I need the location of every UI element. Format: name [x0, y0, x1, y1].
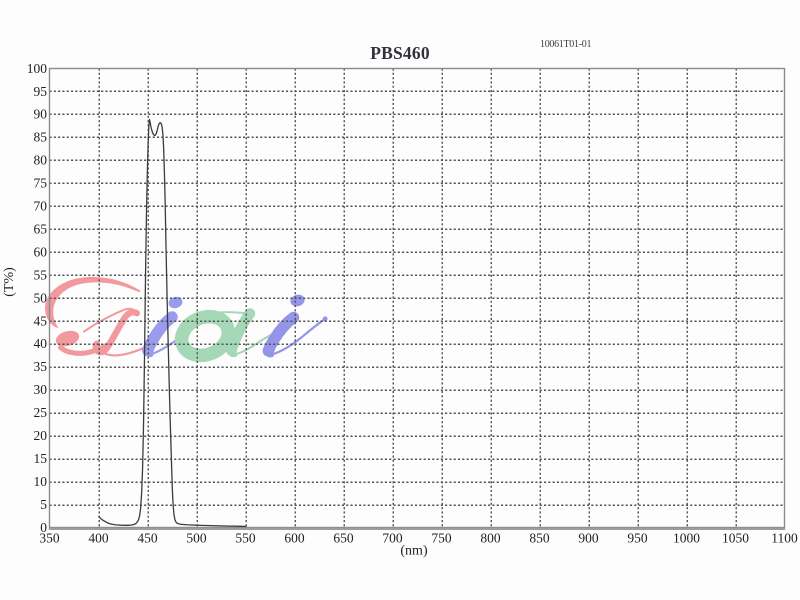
letter-stroke — [92, 309, 140, 356]
x-tick-label: 350 — [39, 531, 60, 546]
watermark-letter-2-a — [174, 308, 274, 363]
x-tick-label: 800 — [480, 531, 501, 546]
watermark-giai — [45, 276, 328, 363]
x-tick-label: 1050 — [722, 531, 749, 546]
x-tick-label: 550 — [235, 531, 256, 546]
y-tick-label: 35 — [34, 359, 48, 374]
y-tick-label: 70 — [34, 199, 48, 214]
y-axis-title: (T%) — [2, 267, 17, 297]
y-tick-label: 20 — [34, 428, 48, 443]
y-tick-label: 0 — [40, 520, 47, 535]
x-tick-label: 1100 — [771, 531, 798, 546]
x-tick-label: 700 — [382, 531, 403, 546]
y-tick-label: 75 — [34, 176, 48, 191]
y-tick-label: 100 — [27, 61, 48, 76]
x-tick-label: 600 — [284, 531, 305, 546]
watermark-letter-3-i — [262, 294, 328, 358]
letter-stroke — [262, 311, 300, 357]
x-tick-label: 400 — [88, 531, 109, 546]
i-dot — [168, 296, 183, 309]
grid-lines — [49, 68, 785, 528]
x-tick-label: 650 — [333, 531, 354, 546]
x-tick-label: 900 — [578, 531, 599, 546]
x-tick-label: 950 — [627, 531, 648, 546]
g-blob — [55, 330, 80, 347]
y-tick-label: 80 — [34, 153, 48, 168]
y-tick-label: 25 — [34, 405, 48, 420]
letter-fill — [45, 276, 141, 328]
x-tick-label: 750 — [431, 531, 452, 546]
letter-stroke — [269, 317, 327, 356]
y-tick-label: 10 — [34, 474, 48, 489]
x-tick-label: 500 — [186, 531, 207, 546]
y-tick-label: 45 — [34, 313, 48, 328]
y-tick-label: 95 — [34, 84, 48, 99]
plot-border — [48, 67, 786, 529]
x-tick-label: 450 — [137, 531, 158, 546]
y-tick-label: 40 — [34, 336, 48, 351]
swash-ball — [322, 316, 328, 322]
y-tick-label: 50 — [34, 290, 48, 305]
letter-stroke — [95, 345, 149, 357]
i-dot — [290, 294, 305, 307]
letter-stroke — [226, 308, 256, 357]
x-tick-label: 850 — [529, 531, 550, 546]
y-tick-label: 15 — [34, 451, 48, 466]
letter-stroke — [58, 340, 114, 356]
y-tick-label: 55 — [34, 267, 48, 282]
y-tick-label: 60 — [34, 244, 48, 259]
y-tick-label: 65 — [34, 221, 48, 236]
tick-labels: 350 400 450 500 550 600 650 700 750 800 850 900 950 1… — [27, 61, 798, 546]
chart-title: PBS460 — [0, 43, 800, 64]
a-bowl — [174, 309, 236, 363]
lot-number: 10061T01-01 — [540, 38, 592, 50]
y-tick-label: 85 — [34, 130, 48, 145]
y-tick-label: 30 — [34, 382, 48, 397]
chart-title-text: PBS460 — [370, 43, 430, 63]
watermark-letter-0-G — [45, 276, 149, 357]
x-axis-title: (nm) — [400, 544, 428, 559]
transmission-curve — [98, 118, 247, 528]
x-tick-label: 1000 — [673, 531, 700, 546]
y-tick-label: 90 — [34, 107, 48, 122]
y-tick-label: 5 — [40, 497, 47, 512]
